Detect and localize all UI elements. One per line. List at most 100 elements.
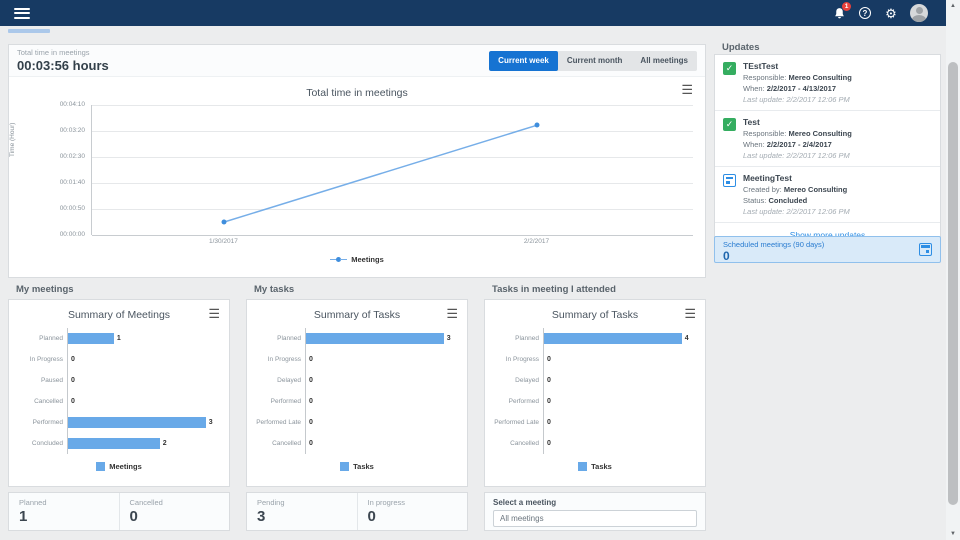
bar-chart-title: Summary of Tasks [313,309,401,321]
bar-chart-legend: Tasks [247,462,467,471]
section-title-tasks-attended: Tasks in meeting I attended [492,284,616,295]
scheduled-meetings-label: Scheduled meetings (90 days) [723,240,825,249]
bar-value-label: 4 [684,335,689,342]
scroll-down-arrow[interactable]: ▼ [950,531,956,537]
user-avatar[interactable] [910,4,928,22]
bar-category-label: Cancelled [272,440,301,447]
tasks-bar-chart: Planned 3 In Progress 0 Delayed 0 [253,328,459,454]
bar-category-label: Performed Late [256,419,301,426]
bar-value-label: 0 [309,440,313,447]
bar-row: Performed 0 [491,391,697,412]
bar-category-label: Planned [277,335,301,342]
last-update: Last update: 2/2/2017 12:06 PM [743,95,850,104]
bar-row: Performed 3 [15,412,221,433]
meetings-bar-chart: Planned 1 In Progress 0 Paused 0 [15,328,221,454]
bar-row: Planned 3 [253,328,459,349]
x-tick: 2/2/2017 [523,238,550,245]
section-title-my-meetings: My meetings [16,284,74,295]
chart-options-menu-icon[interactable]: ☰ [446,306,458,321]
scheduled-meetings-card[interactable]: Scheduled meetings (90 days) 0 [714,236,941,263]
attended-tasks-card: Summary of Tasks ☰ Planned 4 In Progress… [484,299,706,487]
meeting-icon [723,174,736,187]
bar-row: In Progress 0 [253,349,459,370]
bar-value-label: 0 [71,377,75,384]
show-more-updates-link[interactable]: Show more updates [789,230,866,240]
update-card[interactable]: ✓ Test Responsible: Mereo Consulting Whe… [715,111,940,167]
bar-row: Concluded 2 [15,433,221,454]
bar-category-label: Performed [508,398,539,405]
bar-value-label: 0 [71,398,75,405]
bar [68,438,160,449]
bar-category-label: Performed [270,398,301,405]
stat-in-progress: In progress 0 [356,493,468,530]
bar-row: Planned 4 [491,328,697,349]
data-point [221,219,227,225]
bar-row: In Progress 0 [15,349,221,370]
bar-value-label: 3 [446,335,451,342]
bar-value-label: 1 [116,335,121,342]
chart-options-menu-icon[interactable]: ☰ [684,306,696,321]
help-icon[interactable]: ? [858,6,872,20]
meetings-stats-card: Planned 1 Cancelled 0 [8,492,230,531]
total-time-summary: Total time in meetings 00:03:56 hours [17,48,109,73]
chart-options-menu-icon[interactable]: ☰ [208,306,220,321]
bar [68,417,206,428]
bar-category-label: Performed [32,419,63,426]
calendar-icon [919,243,932,256]
bar-row: Delayed 0 [253,370,459,391]
bar-value-label: 3 [208,419,213,426]
legend-label: Meetings [351,255,384,264]
bar-category-label: Planned [39,335,63,342]
bar-value-label: 0 [71,356,75,363]
task-icon: ✓ [723,118,736,131]
y-tick: 00:00:00 [59,231,85,238]
update-card[interactable]: MeetingTest Created by: Mereo Consulting… [715,167,940,223]
legend-swatch [340,462,350,471]
bar-row: Cancelled 0 [15,391,221,412]
tab-current-week[interactable]: Current week [489,50,558,71]
bar-category-label: In Progress [505,356,539,363]
scroll-up-arrow[interactable]: ▲ [950,3,956,9]
bar-category-label: Concluded [31,440,63,447]
tab-current-month[interactable]: Current month [566,56,623,65]
settings-gear-icon[interactable]: ⚙ [885,5,897,21]
bar-category-label: Performed Late [494,419,539,426]
stat-cancelled: Cancelled 0 [118,493,230,530]
x-tick: 1/30/2017 [208,238,238,245]
bar-category-label: Delayed [515,377,539,384]
line-chart-plot-area [91,105,693,236]
line-chart-title: Total time in meetings [306,87,408,99]
y-tick: 00:01:40 [59,179,85,186]
bar-value-label: 0 [309,356,313,363]
total-time-panel: Total time in meetings 00:03:56 hours Cu… [8,44,706,278]
notification-badge: 1 [842,2,851,11]
meeting-select-dropdown[interactable]: All meetings [493,510,697,527]
bar-value-label: 0 [547,419,551,426]
notifications-bell-icon[interactable]: 1 [832,2,851,20]
section-title-my-tasks: My tasks [254,284,295,295]
window-scrollbar[interactable]: ▲ ▼ [946,0,960,540]
bar [306,333,444,344]
bar-row: Cancelled 0 [491,433,697,454]
bar-category-label: Paused [40,377,63,384]
hamburger-menu-icon[interactable] [14,7,30,19]
scrollbar-thumb[interactable] [948,62,958,505]
legend-swatch [96,462,106,471]
summary-of-meetings-card: Summary of Meetings ☰ Planned 1 In Progr… [8,299,230,487]
stat-pending: Pending 3 [257,498,285,525]
bar [68,333,114,344]
bar-value-label: 2 [162,440,167,447]
bar-category-label: In Progress [29,356,63,363]
bar [544,333,682,344]
meetings-series-marker [330,257,348,262]
y-tick: 00:00:50 [59,205,85,212]
chart-options-menu-icon[interactable]: ☰ [681,82,693,97]
update-card[interactable]: ✓ TEstTest Responsible: Mereo Consulting… [715,55,940,111]
line-chart-legend: Meetings [9,255,705,264]
updates-title: Updates [722,42,760,53]
bar-value-label: 0 [547,398,551,405]
total-time-header: Total time in meetings 00:03:56 hours Cu… [9,45,705,77]
tab-all-meetings[interactable]: All meetings [640,56,688,65]
y-tick: 00:02:30 [59,153,85,160]
